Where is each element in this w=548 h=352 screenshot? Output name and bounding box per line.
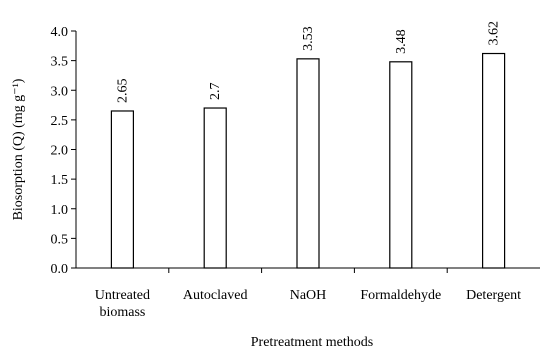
category-label: Autoclaved <box>183 288 248 303</box>
y-tick-label: 2.0 <box>51 144 69 159</box>
data-labels: 2.65 2.7 3.53 3.48 3.62 <box>115 21 501 103</box>
category-label: NaOH <box>290 288 327 303</box>
y-tick-label: 3.0 <box>51 84 69 99</box>
bar <box>203 107 227 269</box>
y-tick-label: 2.5 <box>51 114 69 129</box>
category-label: Untreated <box>95 288 150 303</box>
bar <box>296 58 320 269</box>
y-tick-label: 1.5 <box>51 173 69 188</box>
y-axis-title: Biosorption (Q) (mg g⁻¹) <box>11 78 26 220</box>
y-tick-label: 3.5 <box>51 55 69 70</box>
category-labels: Untreated biomass Autoclaved NaOH Formaldehy… <box>95 288 521 320</box>
bar <box>110 110 135 269</box>
x-axis-ticks <box>168 268 448 273</box>
y-tick-label: 0.5 <box>51 232 69 247</box>
data-label: 3.48 <box>394 29 409 54</box>
bars <box>110 52 506 269</box>
y-axis-ticks: 0.0 0.5 1.0 1.5 2.0 2.5 3.0 3.5 4.0 <box>51 25 76 277</box>
category-label: Detergent <box>466 288 521 303</box>
y-tick-label: 0.0 <box>51 262 69 277</box>
bar <box>389 61 413 269</box>
data-label: 3.53 <box>301 26 316 51</box>
bar <box>482 52 506 269</box>
data-label: 2.7 <box>208 83 223 101</box>
data-label: 3.62 <box>487 21 502 45</box>
y-tick-label: 1.0 <box>51 203 69 218</box>
x-axis-title: Pretreatment methods <box>251 335 373 350</box>
category-label: biomass <box>99 305 145 320</box>
category-label: Formaldehyde <box>360 288 441 303</box>
y-tick-label: 4.0 <box>51 25 69 40</box>
data-label: 2.65 <box>115 78 130 102</box>
